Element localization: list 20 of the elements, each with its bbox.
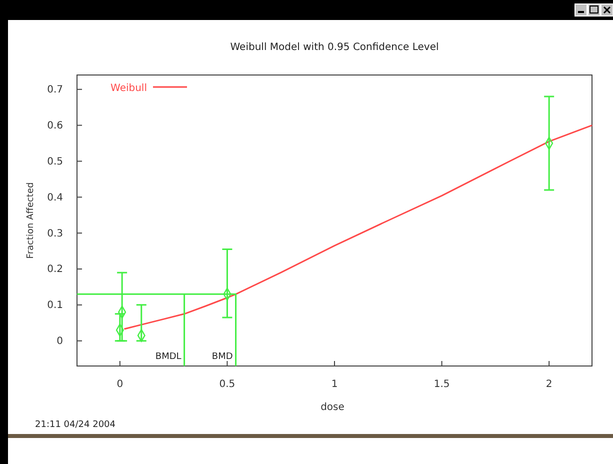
text: 21:11 04/24 2004	[35, 420, 116, 430]
x-tick-label: 0.5	[219, 379, 236, 390]
x-tick-label: 2	[546, 379, 552, 390]
x-axis-title: dose	[320, 402, 344, 413]
x-tick-label: 1.5	[434, 379, 450, 390]
y-tick-label: 0.5	[47, 156, 63, 168]
y-tick-label: 0	[56, 336, 63, 348]
y-tick-label: 0.6	[47, 120, 63, 132]
x-tick-label: 0	[116, 379, 124, 390]
legend-label: Weibull	[110, 83, 147, 94]
y-axis-title: Fraction Affected	[26, 182, 36, 259]
y-tick-label: 0.1	[47, 300, 63, 312]
y-tick-label: 0.4	[47, 192, 63, 204]
y-tick-label: 0.7	[47, 84, 63, 96]
chart-title: Weibull Model with 0.95 Confidence Level	[230, 42, 439, 53]
annotation: BMD	[212, 352, 233, 362]
y-tick-label: 0.3	[47, 228, 63, 240]
y-tick-label: 0.2	[47, 264, 63, 276]
x-tick-label: 1	[331, 379, 338, 390]
annotation: BMDL	[155, 352, 182, 362]
